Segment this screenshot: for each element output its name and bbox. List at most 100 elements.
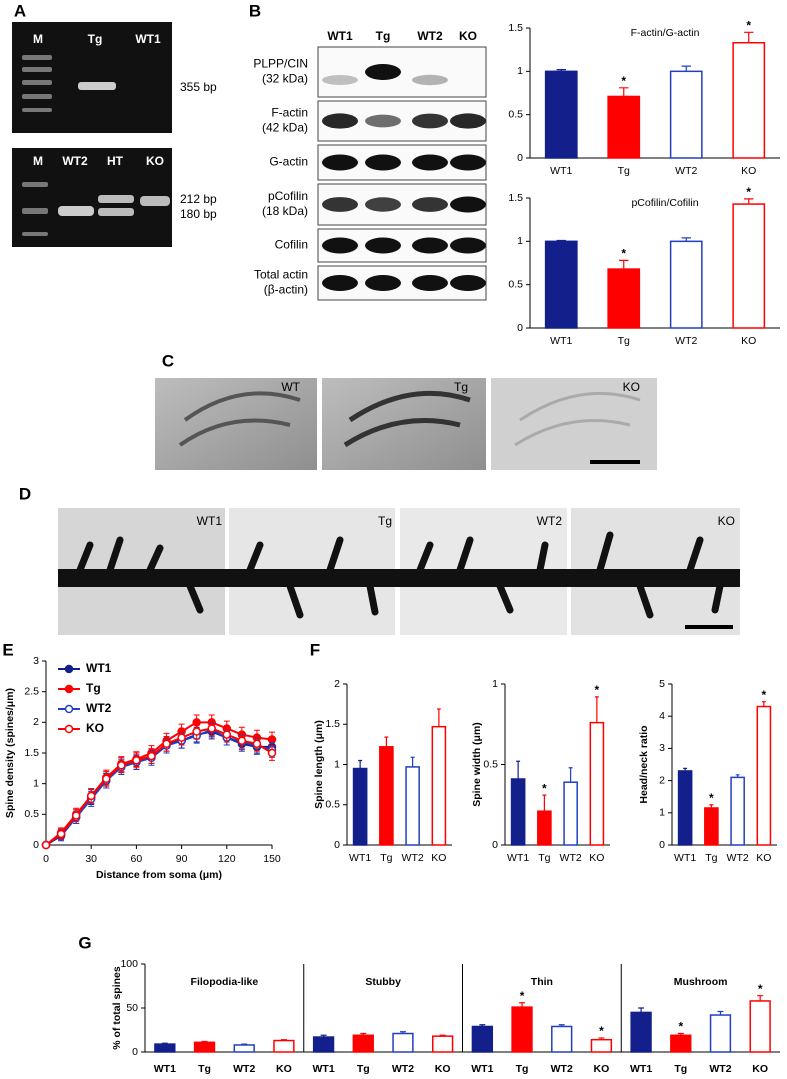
series-line xyxy=(45,728,273,846)
gel-size-label: 355 bp xyxy=(180,80,217,94)
panel-label: G xyxy=(78,933,91,952)
error-bar xyxy=(681,237,691,242)
y-tick-label: 1.5 xyxy=(508,22,523,34)
blot-band xyxy=(412,74,448,86)
bar xyxy=(273,1039,295,1053)
point xyxy=(267,748,277,758)
y-tick-label: 2 xyxy=(659,774,665,786)
x-tick-label: Tg xyxy=(705,852,717,864)
x-axis-label: Distance from soma (μm) xyxy=(96,869,222,881)
bar xyxy=(352,1034,374,1053)
image-label: Tg xyxy=(378,514,392,528)
y-tick-label: 1 xyxy=(517,235,523,247)
blot-band xyxy=(450,196,486,213)
x-tick-label: Tg xyxy=(198,1063,211,1075)
significance-star: * xyxy=(599,1024,604,1038)
x-tick-label: WT2 xyxy=(560,852,582,864)
gel-bands xyxy=(22,55,170,236)
error-bar xyxy=(568,767,573,783)
bar xyxy=(590,1038,613,1053)
blot-row-label: (β-actin) xyxy=(264,283,308,297)
blot-row-label: Cofilin xyxy=(275,238,308,252)
point xyxy=(177,733,186,742)
bar xyxy=(589,721,605,846)
y-tick-label: 4 xyxy=(659,710,665,722)
error-bar xyxy=(744,198,754,205)
significance-star: * xyxy=(621,74,626,88)
error-bar xyxy=(683,767,688,771)
point xyxy=(102,774,111,784)
image-label: KO xyxy=(718,514,735,528)
bar xyxy=(732,203,766,329)
error-bar xyxy=(638,1007,645,1013)
blot-band xyxy=(365,154,401,171)
error-bar xyxy=(161,1042,168,1045)
x-tick-label: WT1 xyxy=(550,335,572,347)
point xyxy=(117,761,126,770)
bar xyxy=(551,1025,573,1053)
bar xyxy=(670,1034,692,1053)
y-tick-label: 5 xyxy=(659,678,665,690)
error-bar xyxy=(320,1034,327,1038)
series-line xyxy=(45,727,273,846)
blot-band xyxy=(412,275,448,291)
significance-star: * xyxy=(678,1020,683,1034)
bar xyxy=(471,1025,494,1053)
legend-label: Tg xyxy=(86,681,101,695)
blot-band xyxy=(322,154,358,171)
blot-band xyxy=(322,237,358,254)
legend-label: WT2 xyxy=(86,701,112,715)
error-bar xyxy=(761,701,766,707)
image-label: WT xyxy=(281,380,300,394)
gel-size-label: 212 bp xyxy=(180,192,217,206)
x-tick-label: Tg xyxy=(618,165,630,177)
blot-row-label: (42 kDa) xyxy=(262,121,308,135)
x-tick-label: KO xyxy=(276,1063,292,1075)
bar xyxy=(312,1036,335,1053)
significance-star: * xyxy=(595,683,600,697)
x-tick-label: Tg xyxy=(380,852,392,864)
bar xyxy=(607,95,641,159)
y-axis-label: Spine density (spines/μm) xyxy=(4,688,16,818)
x-tick-label: 60 xyxy=(131,853,143,865)
dendrite-images xyxy=(58,508,740,635)
y-tick-label: 2 xyxy=(33,716,39,728)
blot-row-label: (18 kDa) xyxy=(262,204,308,218)
error-bar xyxy=(360,1032,367,1036)
bar xyxy=(352,767,368,846)
x-tick-label: WT1 xyxy=(674,852,696,864)
error-bar xyxy=(558,1024,565,1027)
y-tick-label: 0.5 xyxy=(325,799,340,811)
gel-lane-label: WT2 xyxy=(62,154,88,168)
y-tick-label: 0 xyxy=(517,152,523,164)
blot-band xyxy=(322,197,358,212)
blot-lane-label: WT2 xyxy=(417,29,443,43)
error-bar xyxy=(439,1034,446,1037)
image-label: Tg xyxy=(454,380,468,394)
bar xyxy=(630,1011,652,1053)
x-tick-label: Tg xyxy=(618,335,630,347)
gel-lane-label: Tg xyxy=(88,32,103,46)
x-tick-label: 150 xyxy=(263,853,281,865)
error-bar xyxy=(358,759,363,769)
error-bar xyxy=(542,794,547,812)
error-bar xyxy=(384,736,389,747)
group-label: Stubby xyxy=(365,976,401,988)
x-tick-label: WT1 xyxy=(471,1063,493,1075)
blot-band xyxy=(450,113,486,129)
significance-star: * xyxy=(762,688,767,702)
significance-star: * xyxy=(746,185,751,199)
legend-label: KO xyxy=(86,721,104,735)
bar xyxy=(392,1032,414,1053)
x-tick-label: KO xyxy=(756,852,771,864)
bar xyxy=(607,268,641,329)
blot-band xyxy=(412,237,448,254)
y-tick-label: 0.5 xyxy=(508,108,523,120)
x-tick-label: KO xyxy=(741,165,756,177)
blot-band xyxy=(322,275,358,291)
panel-label: C xyxy=(162,351,174,370)
point xyxy=(41,840,51,850)
blot-band xyxy=(450,275,486,291)
y-tick-label: 1 xyxy=(492,678,498,690)
error-bar xyxy=(619,259,629,270)
